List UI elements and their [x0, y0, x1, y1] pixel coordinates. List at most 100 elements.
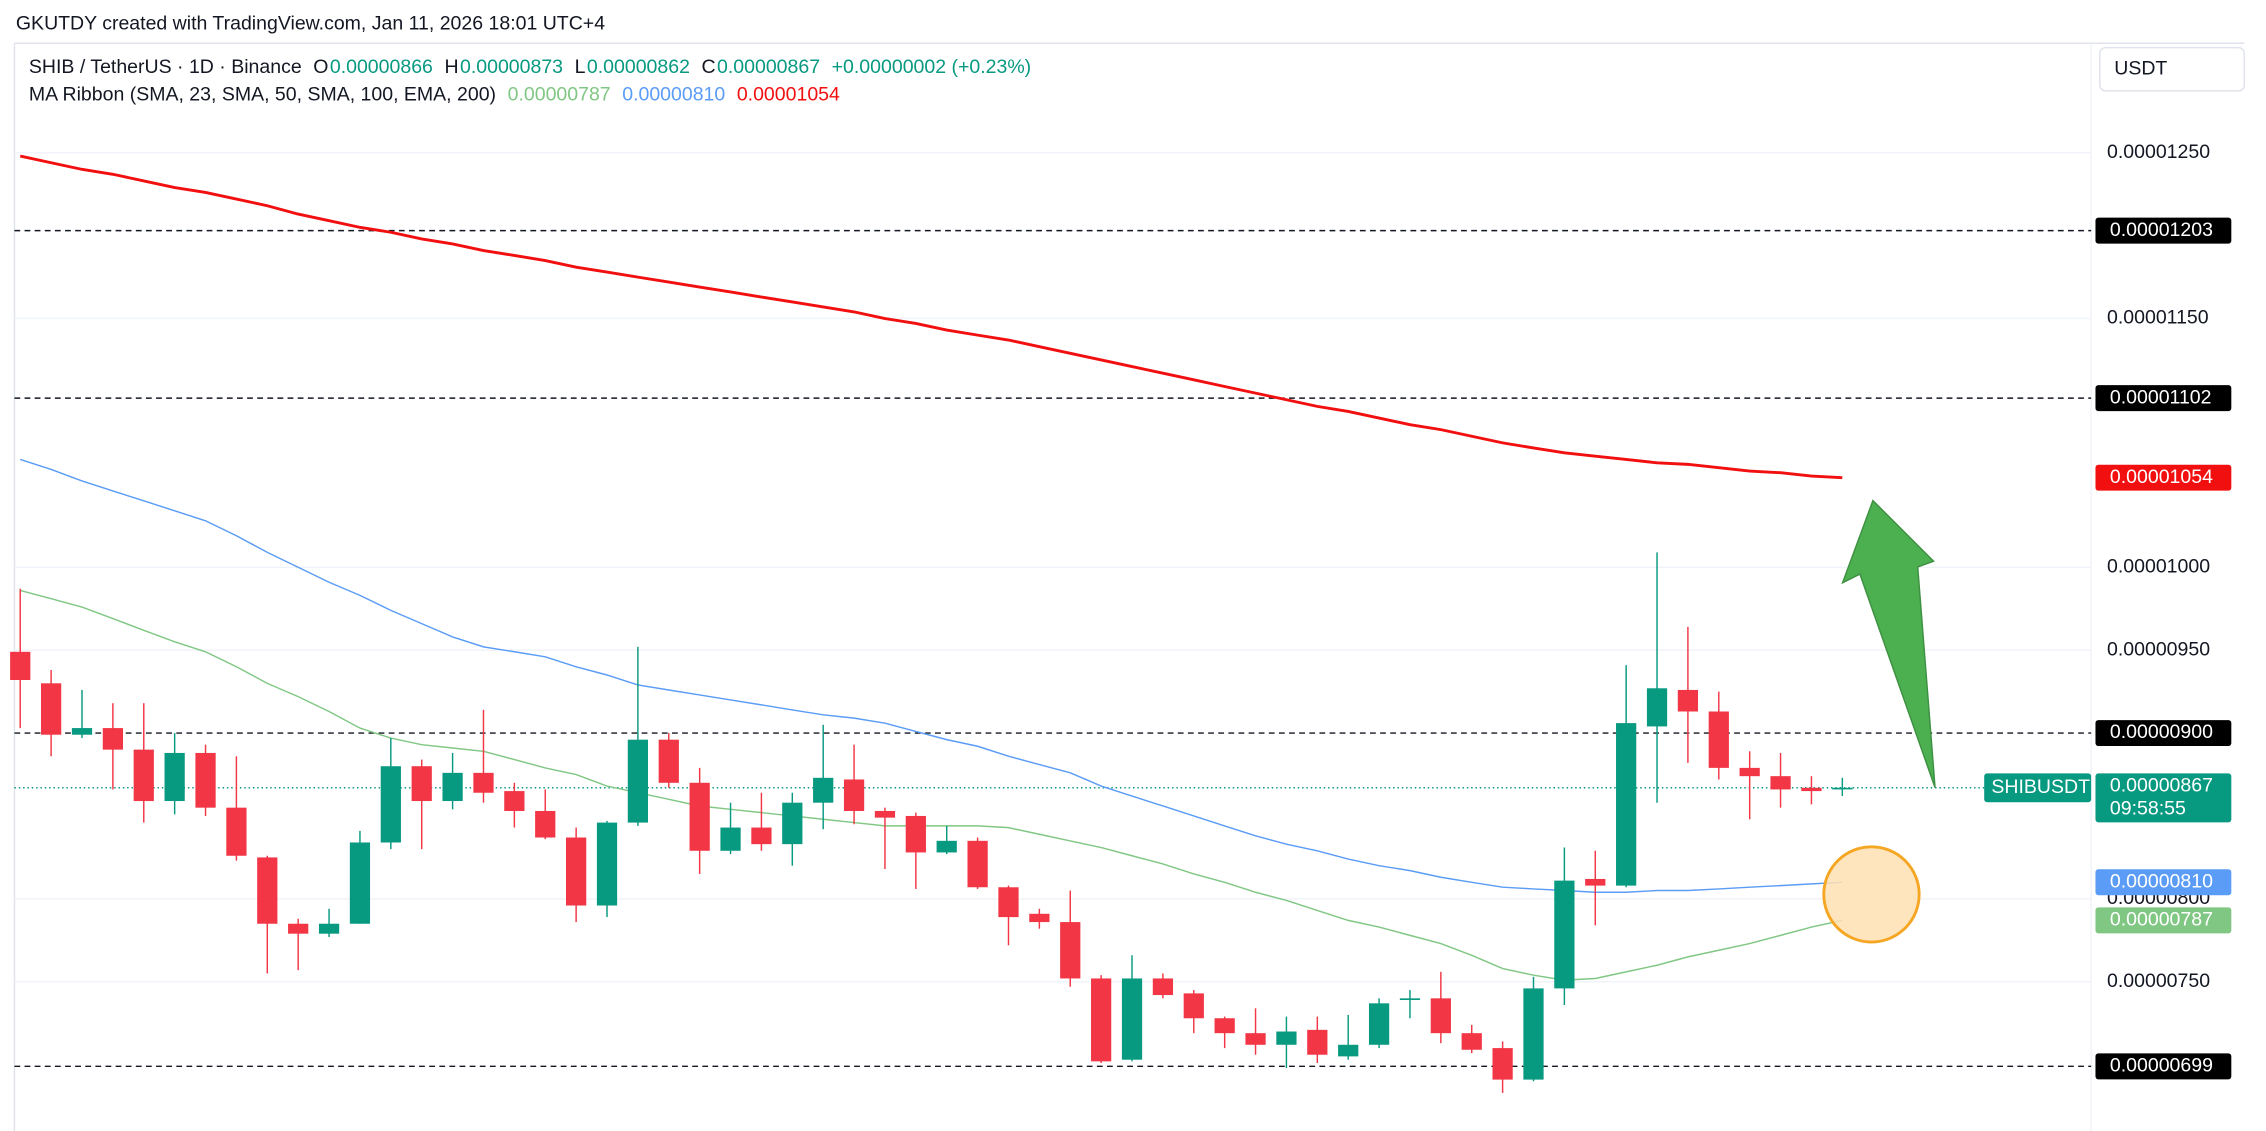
ma-value: 0.00000810 — [622, 83, 725, 105]
change: +0.00000002 (+0.23%) — [832, 56, 1032, 78]
price-line-label-box — [2095, 720, 2232, 747]
ohlc-key: O — [313, 56, 328, 78]
candle-body — [1430, 998, 1451, 1034]
last-price-box — [2095, 773, 2232, 823]
candle-body — [1029, 913, 1050, 923]
candle-body — [1121, 978, 1143, 1060]
ma-line — [20, 589, 1843, 981]
candle-body — [442, 772, 463, 802]
candle-body — [813, 777, 834, 803]
price-line-label: 0.00001203 — [2110, 219, 2213, 241]
ma-line — [19, 154, 1843, 480]
ma-label-box — [2095, 907, 2232, 934]
circle-annotation — [1822, 845, 1921, 944]
arrow-annotation — [1841, 499, 1936, 788]
candle-body — [473, 772, 494, 793]
candle-body — [1492, 1048, 1513, 1080]
candle-body — [720, 827, 741, 851]
price-labels: 0.00001250 0.00001150 0.00001000 0.00000950… — [1984, 141, 2232, 1080]
last-price-label: 0.00000867 — [2110, 774, 2213, 796]
candle-body — [1338, 1044, 1359, 1057]
candle-body — [1307, 1029, 1328, 1055]
candle-body — [905, 815, 926, 853]
candle-body — [689, 782, 710, 851]
candle-body — [967, 840, 988, 888]
candle-body — [102, 728, 123, 750]
candle-body — [1739, 767, 1760, 777]
candle-body — [1183, 993, 1204, 1019]
price-line-label: 0.00000699 — [2110, 1055, 2213, 1077]
candle-body — [1770, 776, 1791, 790]
price-line-label-box — [2095, 385, 2232, 412]
countdown: 09:58:55 — [2110, 798, 2186, 820]
candle-body — [1616, 723, 1637, 886]
plot — [10, 154, 2092, 1093]
candle-body — [40, 683, 62, 735]
ma-label: 0.00000810 — [2110, 870, 2213, 892]
candle-body — [627, 739, 649, 823]
candle-body — [1060, 922, 1081, 979]
candle-body — [1832, 787, 1853, 790]
candle-body — [535, 810, 556, 838]
candle-body — [226, 807, 247, 856]
ohlc-key: H — [444, 56, 458, 78]
candle-body — [504, 791, 525, 811]
ma-label: 0.00001054 — [2110, 466, 2213, 488]
candle-body — [751, 827, 772, 845]
candle-body — [1708, 711, 1729, 768]
candle-body — [164, 752, 185, 802]
candle-body — [318, 923, 340, 934]
candle-body — [998, 887, 1019, 918]
y-tick-label: 0.00000950 — [2107, 638, 2210, 660]
ohlc-value: 0.00000866 — [330, 56, 433, 78]
price-line-label: 0.00000900 — [2110, 721, 2213, 743]
legend: SHIB / TetherUS · 1D · Binance MA Ribbon… — [29, 56, 1031, 105]
credit: GKUTDY created with TradingView.com, Jan… — [16, 13, 605, 35]
candle-body — [1091, 978, 1112, 1062]
ohlc-value: 0.00000862 — [587, 56, 690, 78]
candle-body — [874, 810, 896, 818]
ma-label-box — [2095, 869, 2232, 896]
ma-value: 0.00000787 — [508, 83, 611, 105]
price-line-label-box — [2095, 217, 2232, 244]
candle-body — [10, 651, 31, 680]
candle-body — [843, 779, 865, 811]
currency-box[interactable] — [2099, 46, 2246, 92]
candle-body — [1801, 787, 1822, 792]
candle-body — [1523, 988, 1544, 1080]
ohlc-key: C — [702, 56, 716, 78]
indicator-title: MA Ribbon (SMA, 23, SMA, 50, SMA, 100, E… — [29, 83, 496, 105]
candle-body — [1152, 978, 1174, 996]
candle-body — [566, 837, 587, 906]
candle-body — [195, 752, 216, 808]
ma-line — [20, 458, 1843, 893]
candle-body — [1585, 878, 1606, 886]
candle-body — [1245, 1033, 1266, 1045]
y-tick-label: 0.00000750 — [2107, 970, 2210, 992]
y-tick-label: 0.00001250 — [2107, 141, 2210, 163]
candle-body — [1646, 688, 1668, 727]
price-line-label: 0.00001102 — [2110, 386, 2212, 408]
y-tick-label: 0.00001150 — [2107, 307, 2209, 329]
candle-body — [1276, 1031, 1297, 1045]
candle-body — [1554, 880, 1575, 989]
ma-value: 0.00001054 — [737, 83, 840, 105]
currency[interactable]: USDT — [2114, 57, 2167, 79]
ohlc-value: 0.00000867 — [717, 56, 820, 78]
ma-label: 0.00000787 — [2110, 909, 2213, 931]
candle-body — [1461, 1033, 1482, 1050]
candle-body — [133, 749, 154, 802]
symbol-label: SHIBUSDT — [1991, 776, 2090, 798]
candle-body — [782, 802, 803, 845]
candle-body — [1677, 689, 1699, 712]
ma-label-box — [2095, 464, 2232, 491]
symbol-box — [1984, 773, 2092, 803]
ohlc-value: 0.00000873 — [460, 56, 563, 78]
candle-body — [1214, 1018, 1235, 1034]
candle-body — [658, 739, 679, 783]
ohlc-key: L — [575, 56, 586, 78]
symbol-title: SHIB / TetherUS · 1D · Binance — [29, 56, 302, 78]
candle-body — [380, 766, 401, 843]
